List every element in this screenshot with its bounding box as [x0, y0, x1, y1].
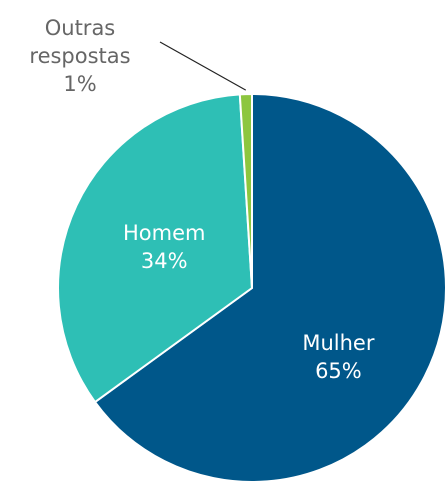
pie-slice	[57, 93, 254, 404]
value-label: 34%	[140, 248, 188, 273]
pie-slice	[238, 92, 253, 289]
value-label: 1%	[63, 72, 97, 96]
category-label: Homem	[122, 220, 206, 245]
slice-label: Homem 34%	[123, 219, 205, 275]
category-label: Outras respostas	[29, 16, 131, 68]
value-label: 65%	[315, 359, 362, 384]
pie-slice	[93, 92, 446, 483]
leader-line	[159, 41, 247, 91]
slice-label: Outras respostas 1%	[5, 14, 155, 98]
category-label: Mulher	[302, 331, 375, 356]
slice-label: Mulher 65%	[302, 329, 374, 385]
